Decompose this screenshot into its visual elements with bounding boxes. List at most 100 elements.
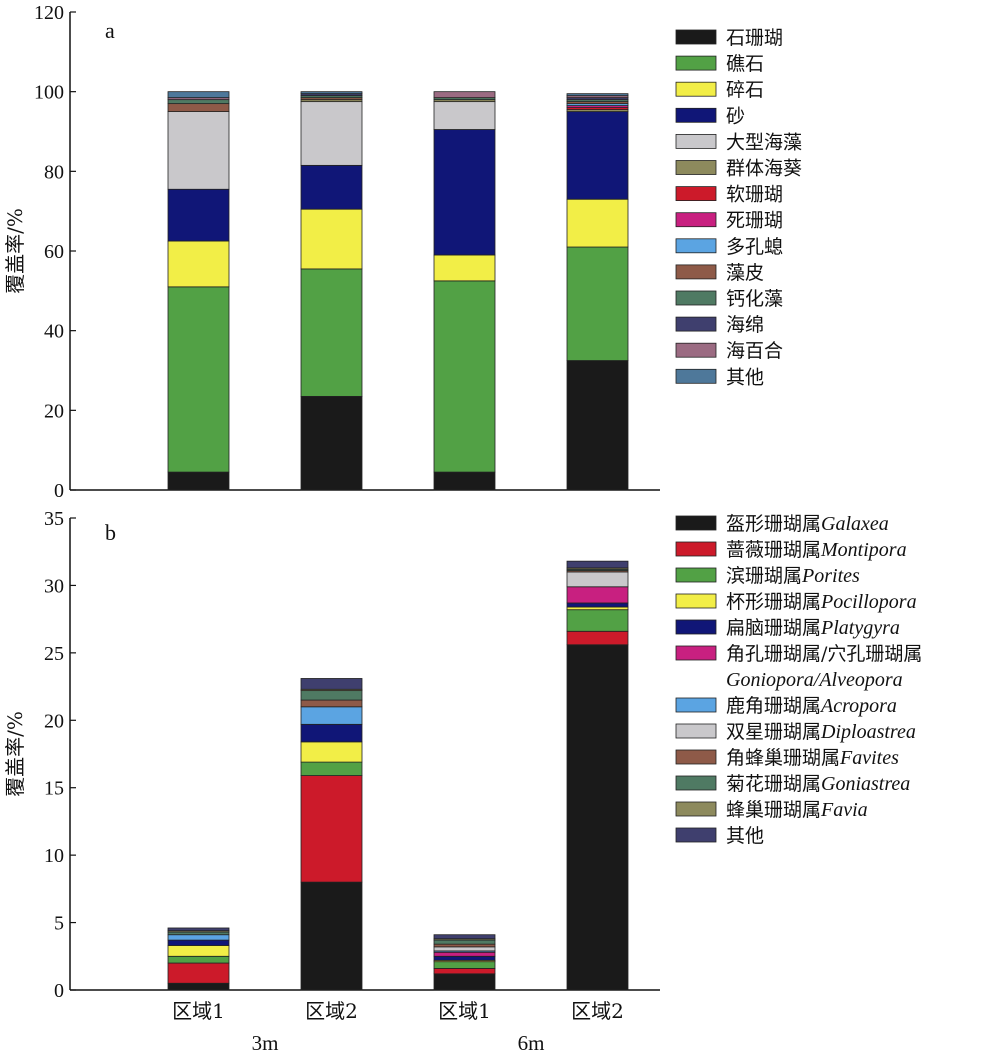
legend-swatch	[675, 801, 717, 817]
bar-stack-2	[300, 91, 363, 491]
bar-segment	[433, 943, 496, 948]
y-tick-label: 15	[44, 778, 64, 800]
bar-segment	[566, 246, 629, 361]
bar-segment	[566, 198, 629, 248]
bar-segment	[167, 955, 230, 964]
legend-label: 滨珊瑚属Porites	[726, 565, 860, 587]
legend-swatch	[675, 264, 717, 280]
y-tick-label: 120	[34, 2, 64, 24]
y-tick-label: 25	[44, 643, 64, 665]
legend-label: 藻皮	[726, 262, 764, 284]
bar-segment	[167, 240, 230, 288]
bar-segment	[300, 723, 363, 743]
legend: 盔形珊瑚属Galaxea 蔷薇珊瑚属Montipora 滨珊瑚属Porites 杯形珊…	[675, 513, 922, 847]
bar-segment	[300, 678, 363, 690]
legend-swatch	[675, 749, 717, 765]
legend-label: 礁石	[726, 53, 764, 75]
legend-label: 海百合	[726, 340, 783, 362]
legend-label: 多孔螅	[726, 236, 783, 258]
legend-label: 蜂巢珊瑚属Favia	[726, 799, 868, 821]
bar-segment	[300, 208, 363, 270]
bar-segment	[433, 280, 496, 473]
bar-segment	[433, 951, 496, 957]
legend-latin: Goniopora/Alveopora	[726, 669, 903, 691]
bar-segment	[433, 129, 496, 256]
bar-segment	[167, 962, 230, 984]
legend-label: 蔷薇珊瑚属Montipora	[726, 539, 907, 561]
chart-panel-a: 0 20 40 60 80 100 120 覆盖率/% a 石珊瑚礁石碎石砂大型海藻群体海葵软珊瑚…	[3, 2, 802, 502]
bar-segment	[300, 881, 363, 991]
y-axis-label: 覆盖率/%	[3, 208, 27, 294]
y-tick-label: 20	[44, 400, 64, 422]
bar-segment	[566, 560, 629, 569]
legend-swatch	[675, 81, 717, 97]
bar-segment	[433, 946, 496, 952]
legend-swatch	[675, 107, 717, 123]
legend-swatch	[675, 368, 717, 384]
bar-segment	[566, 644, 629, 991]
legend-swatch	[675, 827, 717, 843]
bar-segment	[433, 961, 496, 969]
bar-segment	[300, 164, 363, 210]
bar-segment	[300, 268, 363, 397]
legend-label: 软珊瑚	[726, 184, 783, 206]
x-category-label: 区域1	[172, 999, 225, 1023]
legend-swatch	[675, 342, 717, 358]
legend-swatch	[675, 697, 717, 713]
legend-label: 海绵	[726, 314, 764, 336]
panel-label: a	[105, 18, 115, 43]
legend-swatch	[675, 619, 717, 635]
legend-label: 死珊瑚	[726, 210, 783, 232]
bar-segment	[566, 609, 629, 632]
bar-segment	[566, 93, 629, 97]
bar-segment	[433, 973, 496, 991]
y-tick-label: 0	[54, 980, 64, 1002]
bar-segment	[167, 982, 230, 991]
y-tick-label: 40	[44, 321, 64, 343]
bar-stack-1	[167, 927, 230, 991]
legend-swatch	[675, 593, 717, 609]
bar-segment	[167, 111, 230, 190]
bar-segment	[566, 630, 629, 646]
bar-stack-3	[433, 934, 496, 991]
x-category-label: 区域2	[571, 999, 624, 1023]
bar-stack-2	[300, 678, 363, 991]
legend-swatch	[675, 515, 717, 531]
chart-panel-b: 0 5 10 15 20 25 30 35 覆盖率/% b 盔形珊瑚属Galaxea 蔷薇珊瑚属Mon…	[3, 508, 922, 1055]
y-tick-label: 20	[44, 710, 64, 732]
y-tick-label: 100	[34, 82, 64, 104]
bar-segment	[167, 188, 230, 242]
bar-segment	[167, 939, 230, 946]
y-tick-label: 0	[54, 480, 64, 502]
legend-swatch	[675, 238, 717, 254]
legend-label: 钙化藻	[726, 288, 783, 310]
legend-label: 扁脑珊瑚属Platygyra	[726, 617, 900, 639]
legend-label: 杯形珊瑚属Pocillopora	[726, 591, 917, 613]
bar-segment	[433, 968, 496, 975]
legend-label: 双星珊瑚属Diploastrea	[726, 721, 916, 743]
bar-segment	[566, 602, 629, 608]
y-tick-label: 35	[44, 508, 64, 530]
bar-stack-4	[566, 560, 629, 991]
bar-segment	[433, 101, 496, 130]
bar-segment	[433, 254, 496, 282]
legend-label: 菊花珊瑚属Goniastrea	[726, 773, 910, 795]
bar-stack-4	[566, 93, 629, 491]
bar-segment	[433, 934, 496, 940]
legend-swatch	[675, 775, 717, 791]
legend-label: 其他	[726, 366, 764, 388]
legend-label: 碎石	[726, 79, 764, 101]
bar-segment	[300, 101, 363, 166]
bar-segment	[566, 571, 629, 588]
y-tick-label: 5	[54, 913, 64, 935]
bar-segment	[300, 395, 363, 491]
y-tick-label: 30	[44, 575, 64, 597]
bar-segment	[167, 286, 230, 473]
legend-label: 鹿角珊瑚属Acropora	[726, 695, 897, 717]
bar-segment	[566, 606, 629, 611]
legend-swatch	[675, 212, 717, 228]
bar-segment	[566, 586, 629, 604]
bar-segment	[300, 699, 363, 708]
